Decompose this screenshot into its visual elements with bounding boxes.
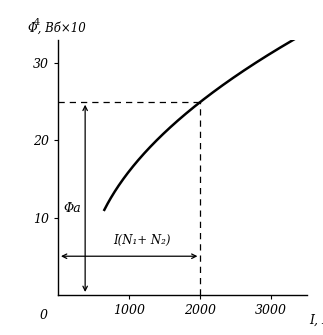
- Text: I(N₁+ N₂): I(N₁+ N₂): [113, 234, 171, 247]
- Text: Φ, Вб×10: Φ, Вб×10: [28, 22, 86, 35]
- Text: I, N: I, N: [309, 314, 323, 327]
- Text: 4: 4: [33, 18, 40, 27]
- Text: Φа: Φа: [63, 202, 81, 214]
- Text: 0: 0: [40, 309, 48, 322]
